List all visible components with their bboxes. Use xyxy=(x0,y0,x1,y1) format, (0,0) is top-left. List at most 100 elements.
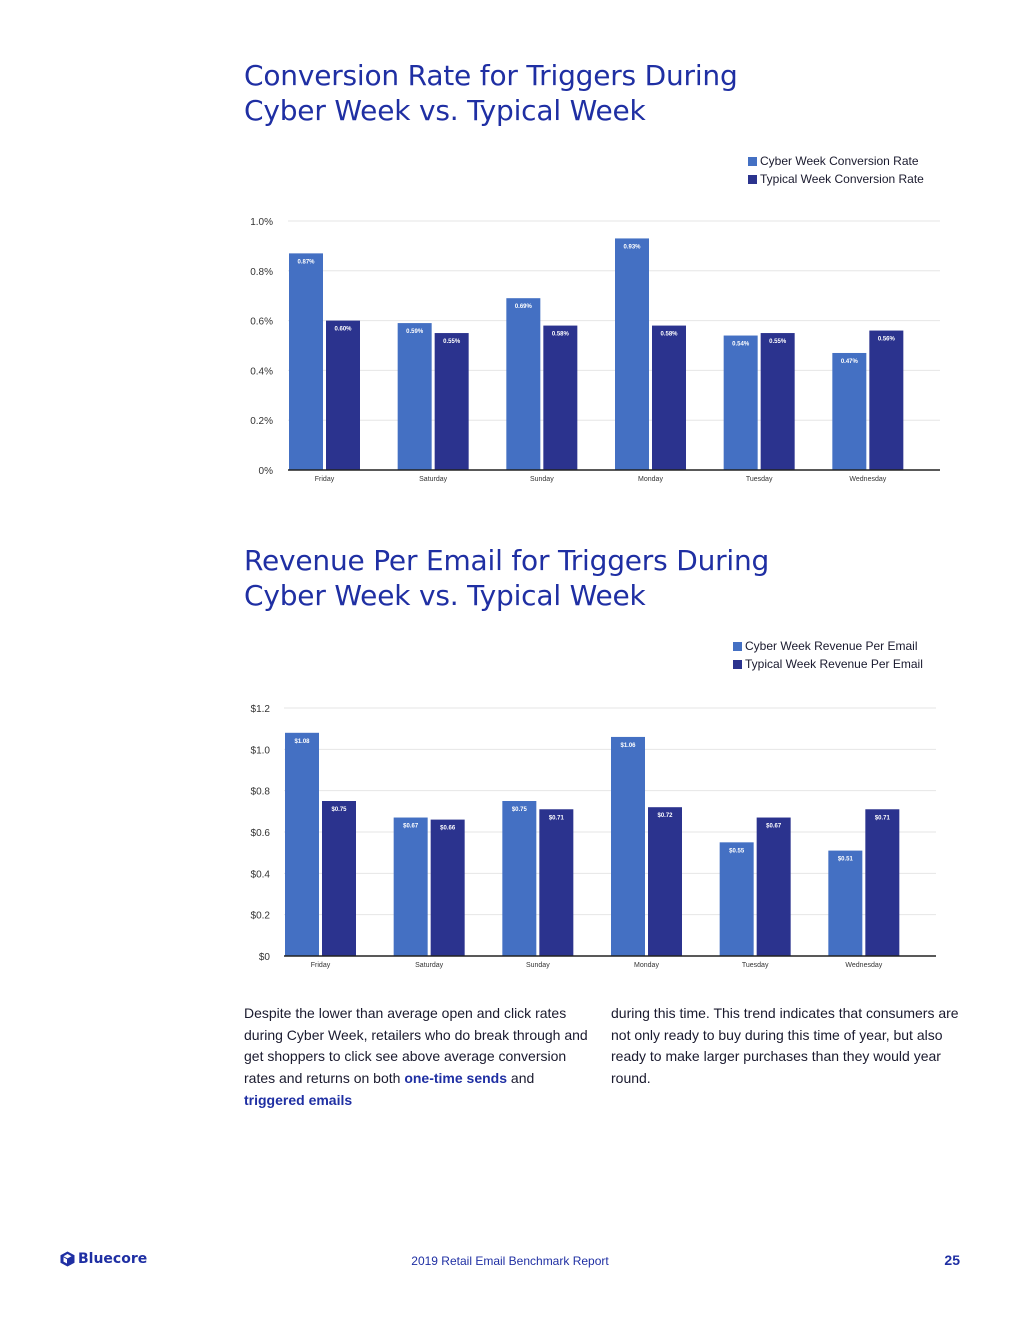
body-column-right: during this time. This trend indicates t… xyxy=(611,1003,961,1090)
chart2-title: Revenue Per Email for Triggers During Cyb… xyxy=(244,543,769,613)
bar-data-label: $0.71 xyxy=(875,815,891,821)
bar-data-label: 0.87% xyxy=(297,259,315,265)
bar-data-label: $0.71 xyxy=(549,815,565,821)
bar-cyber-wednesday xyxy=(828,850,863,956)
x-category-label: Saturday xyxy=(419,476,448,483)
bar-data-label: $0.75 xyxy=(512,807,528,813)
bar-typical-tuesday xyxy=(756,817,791,956)
bar-data-label: 0.54% xyxy=(732,342,750,348)
x-category-label: Saturday xyxy=(415,962,444,969)
legend-label-cyber: Cyber Week Conversion Rate xyxy=(760,154,919,168)
bar-cyber-saturday xyxy=(397,323,432,470)
y-tick-label: 0.8% xyxy=(250,267,273,278)
x-category-label: Monday xyxy=(638,476,663,483)
x-category-label: Tuesday xyxy=(746,476,773,483)
bar-data-label: 0.60% xyxy=(334,327,352,333)
y-tick-label: $0.6 xyxy=(251,828,271,839)
x-category-label: Wednesday xyxy=(845,962,882,969)
report-title: 2019 Retail Email Benchmark Report xyxy=(411,1254,609,1268)
bar-data-label: 0.69% xyxy=(515,304,533,310)
legend-cyber-week: Cyber Week Revenue Per Email xyxy=(733,637,923,655)
bar-typical-friday xyxy=(326,320,360,470)
bluecore-logo: Bluecore xyxy=(60,1251,147,1267)
bar-cyber-friday xyxy=(289,253,323,470)
bar-cyber-saturday xyxy=(393,817,428,956)
legend-swatch-cyber xyxy=(733,641,742,651)
bar-cyber-sunday xyxy=(502,801,537,956)
body-text-left: Despite the lower than average open and … xyxy=(244,1005,588,1087)
x-category-label: Sunday xyxy=(526,962,550,969)
bar-data-label: $0.67 xyxy=(766,824,782,830)
bar-cyber-tuesday xyxy=(719,842,754,956)
bar-typical-wednesday xyxy=(869,330,904,470)
bar-data-label: 0.58% xyxy=(552,332,570,338)
x-category-label: Tuesday xyxy=(742,962,769,969)
bar-data-label: 0.55% xyxy=(769,339,787,345)
chart2-title-line2: Cyber Week vs. Typical Week xyxy=(244,579,646,612)
bar-data-label: $0.55 xyxy=(729,848,745,854)
legend-label-typical: Typical Week Revenue Per Email xyxy=(745,657,923,671)
y-tick-label: $1.2 xyxy=(251,704,271,715)
bar-cyber-monday xyxy=(615,238,649,470)
brand-name: Bluecore xyxy=(78,1251,148,1267)
x-category-label: Monday xyxy=(634,962,659,969)
bar-data-label: $0.72 xyxy=(657,813,673,819)
legend-label-typical: Typical Week Conversion Rate xyxy=(760,172,924,186)
bar-cyber-monday xyxy=(611,736,645,956)
bar-data-label: $0.51 xyxy=(838,857,854,863)
bar-cyber-friday xyxy=(285,732,319,956)
bar-typical-friday xyxy=(322,801,356,956)
x-category-label: Friday xyxy=(315,476,335,483)
legend-label-cyber: Cyber Week Revenue Per Email xyxy=(745,639,918,653)
one-time-sends-link[interactable]: one-time sends xyxy=(404,1070,508,1087)
bar-typical-monday xyxy=(652,325,686,470)
y-tick-label: $0.4 xyxy=(251,869,271,880)
chart1-title: Conversion Rate for Triggers During Cyber… xyxy=(244,58,738,128)
y-tick-label: 0.2% xyxy=(250,416,273,427)
bar-typical-monday xyxy=(648,807,682,956)
triggered-emails-link[interactable]: triggered emails xyxy=(244,1091,353,1108)
y-tick-label: 0.6% xyxy=(250,317,273,328)
chart2-title-line1: Revenue Per Email for Triggers During xyxy=(244,544,770,577)
legend-swatch-typical xyxy=(748,174,757,184)
y-tick-label: 0.4% xyxy=(250,366,273,377)
y-tick-label: 0% xyxy=(259,466,274,477)
y-tick-label: $0 xyxy=(259,952,271,963)
conversion-rate-chart: 0% 0.2% 0.4% 0.6% 0.8% 1.0% 0.87% 0.60% Friday 0.… xyxy=(250,217,940,483)
bar-typical-tuesday xyxy=(760,333,795,470)
y-tick-label: $0.8 xyxy=(251,787,271,798)
bar-data-label: $1.06 xyxy=(620,743,636,749)
bar-cyber-wednesday xyxy=(832,352,867,470)
page-number: 25 xyxy=(944,1252,960,1268)
chart1-title-line1: Conversion Rate for Triggers During xyxy=(244,59,738,92)
bar-cyber-tuesday xyxy=(723,335,758,470)
bar-typical-wednesday xyxy=(865,809,900,956)
bar-data-label: 0.59% xyxy=(406,329,424,335)
bar-data-label: 0.55% xyxy=(443,339,461,345)
bar-data-label: 0.93% xyxy=(623,244,641,250)
bar-data-label: $0.67 xyxy=(403,824,419,830)
y-tick-label: $0.2 xyxy=(251,911,271,922)
legend-typical-week: Typical Week Conversion Rate xyxy=(748,170,924,188)
chart1-title-line2: Cyber Week vs. Typical Week xyxy=(244,94,646,127)
y-tick-label: $1.0 xyxy=(251,745,271,756)
body-text-right: during this time. This trend indicates t… xyxy=(611,1005,959,1087)
bar-typical-sunday xyxy=(543,325,578,470)
bar-typical-sunday xyxy=(539,809,574,956)
bar-data-label: $1.08 xyxy=(294,739,310,745)
legend-typical-week: Typical Week Revenue Per Email xyxy=(733,655,923,673)
bar-data-label: $0.75 xyxy=(331,807,347,813)
chart1-legend: Cyber Week Conversion Rate Typical Week … xyxy=(748,152,924,188)
body-and: and xyxy=(510,1070,535,1087)
bluecore-cube-icon xyxy=(60,1251,75,1267)
bar-data-label: 0.58% xyxy=(660,332,678,338)
bar-data-label: 0.56% xyxy=(878,337,896,343)
bar-cyber-sunday xyxy=(506,298,541,470)
legend-swatch-typical xyxy=(733,659,742,669)
x-category-label: Sunday xyxy=(530,476,554,483)
chart2-legend: Cyber Week Revenue Per Email Typical Wee… xyxy=(733,637,923,673)
x-category-label: Friday xyxy=(311,962,331,969)
x-category-label: Wednesday xyxy=(849,476,886,483)
bar-typical-saturday xyxy=(430,819,465,956)
bar-typical-saturday xyxy=(434,333,469,470)
